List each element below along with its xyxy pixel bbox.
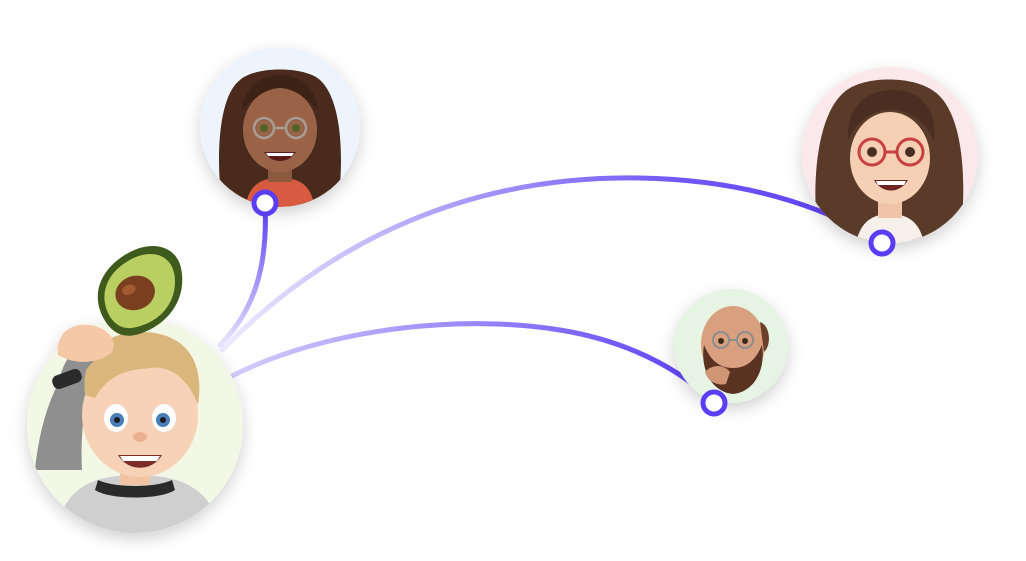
- bald-bearded-man-avatar[interactable]: [674, 289, 788, 403]
- endpoint-girl[interactable]: [251, 189, 279, 217]
- link-hub-to-girl: [217, 200, 268, 348]
- connection-lines: [217, 175, 885, 406]
- connection-endpoints: [251, 189, 896, 417]
- woman-red-glasses-avatar[interactable]: [802, 67, 978, 250]
- endpoint-man[interactable]: [700, 389, 728, 417]
- link-hub-to-woman: [219, 175, 885, 353]
- boy-avatar[interactable]: [27, 317, 243, 540]
- endpoint-woman[interactable]: [868, 229, 896, 257]
- link-hub-to-man: [225, 321, 717, 406]
- girl-braids-glasses-avatar[interactable]: [200, 47, 360, 210]
- avocado-icon: [97, 245, 183, 336]
